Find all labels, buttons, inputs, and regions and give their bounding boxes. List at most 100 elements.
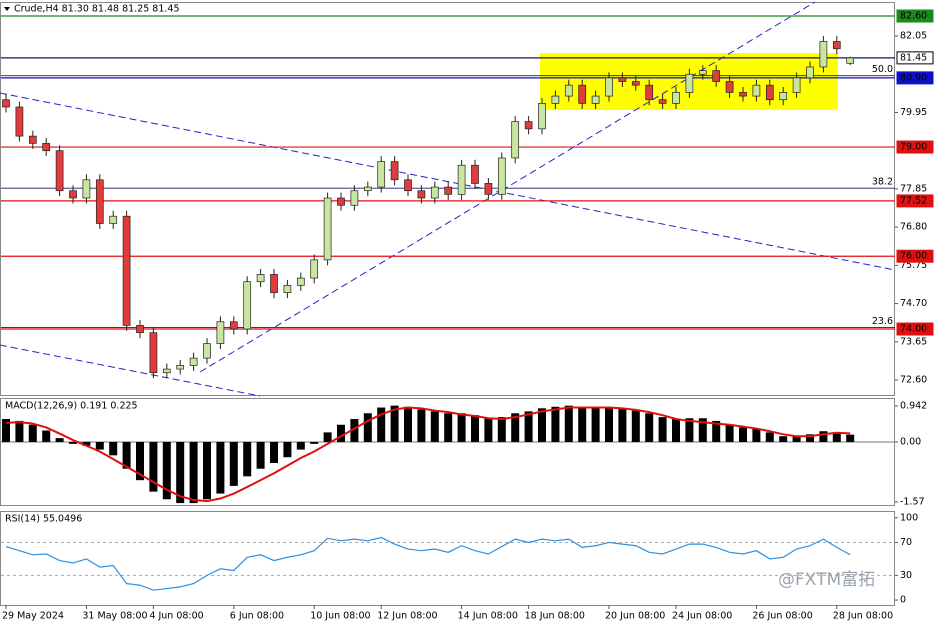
price-tag-label: 77.52 bbox=[900, 195, 927, 206]
candle-body bbox=[618, 77, 627, 82]
candle-body bbox=[672, 92, 680, 104]
candle-body bbox=[256, 274, 265, 283]
macd-bar bbox=[725, 424, 734, 442]
macd-bar bbox=[176, 441, 185, 504]
candle-body bbox=[28, 135, 37, 144]
macd-bar bbox=[645, 413, 654, 442]
candle-body bbox=[203, 343, 211, 359]
candle-body bbox=[685, 73, 694, 93]
rsi-panel bbox=[0, 511, 895, 606]
macd-bar bbox=[605, 407, 613, 442]
price-tag-label: 74.00 bbox=[900, 324, 927, 335]
y-tick-label: 0 bbox=[900, 595, 906, 606]
y-tick-label: 0.942 bbox=[900, 400, 927, 411]
candle-body bbox=[564, 84, 573, 97]
macd-bar bbox=[310, 441, 319, 444]
candle-body bbox=[270, 274, 278, 293]
macd-bar bbox=[229, 441, 238, 486]
macd-bar bbox=[658, 417, 667, 442]
candle-body bbox=[511, 121, 520, 159]
x-tick-label: 14 Jun 08:00 bbox=[458, 611, 518, 622]
candle-body bbox=[417, 190, 426, 199]
macd-bar bbox=[189, 441, 198, 504]
macd-bar bbox=[390, 405, 399, 442]
menu-arrow[interactable] bbox=[4, 7, 10, 11]
macd-bar bbox=[779, 436, 788, 442]
x-tick-label: 29 May 2024 bbox=[2, 611, 64, 622]
y-tick-label: -1.57 bbox=[900, 496, 925, 507]
candle-body bbox=[832, 41, 841, 50]
macd-bar bbox=[28, 424, 37, 442]
price-tag-label: 82.60 bbox=[900, 11, 927, 22]
macd-bar bbox=[832, 432, 841, 442]
candle-body bbox=[283, 285, 292, 293]
candle-body bbox=[15, 106, 24, 137]
macd-bar bbox=[564, 405, 573, 442]
main-panel bbox=[0, 2, 895, 396]
candle-body bbox=[42, 143, 51, 152]
price-tag bbox=[896, 9, 934, 23]
candle-body bbox=[658, 99, 667, 104]
fib-label: 23.6 bbox=[872, 316, 893, 327]
macd-panel bbox=[0, 398, 895, 506]
macd-bar bbox=[712, 420, 721, 442]
x-tick-label: 24 Jun 08:00 bbox=[672, 611, 732, 622]
y-tick-label: 30 bbox=[900, 570, 912, 581]
macd-signal bbox=[5, 406, 851, 503]
candle-body bbox=[846, 57, 855, 64]
candle-body bbox=[162, 368, 171, 374]
macd-bar bbox=[350, 419, 359, 442]
candle-body bbox=[136, 325, 144, 334]
candle-body bbox=[149, 332, 158, 374]
price-tag bbox=[896, 322, 934, 336]
y-tick-label: 0.00 bbox=[900, 436, 921, 447]
price-tag bbox=[896, 51, 934, 65]
candle-body bbox=[2, 99, 10, 108]
macd-bar bbox=[739, 427, 747, 442]
y-tick-label: 75.75 bbox=[900, 260, 927, 271]
macd-bar bbox=[69, 441, 77, 444]
candle-body bbox=[243, 281, 252, 330]
candle-body bbox=[538, 103, 546, 130]
price-tag-label: 79.00 bbox=[900, 142, 927, 153]
candle-body bbox=[605, 77, 613, 97]
x-tick-label: 26 Jun 08:00 bbox=[752, 611, 812, 622]
candle-body bbox=[109, 215, 118, 224]
candle-body bbox=[779, 92, 788, 101]
macd-bar bbox=[685, 418, 694, 442]
macd-bar bbox=[363, 413, 372, 442]
y-tick-label: 70 bbox=[900, 537, 912, 548]
y-tick-label: 82.05 bbox=[900, 31, 927, 42]
trend-line bbox=[0, 92, 896, 271]
macd-bar bbox=[752, 428, 761, 442]
y-tick-label: 77.85 bbox=[900, 183, 927, 194]
x-tick-label: 31 May 08:00 bbox=[82, 611, 147, 622]
price-tag bbox=[896, 249, 934, 263]
candle-body bbox=[377, 161, 386, 188]
macd-bar bbox=[444, 413, 453, 442]
macd-bar bbox=[846, 434, 855, 442]
y-tick-label: 73.65 bbox=[900, 336, 927, 347]
macd-bar bbox=[457, 413, 466, 442]
candle-body bbox=[792, 77, 801, 93]
candle-body bbox=[765, 84, 774, 101]
candle-body bbox=[578, 84, 587, 104]
macd-bar bbox=[524, 411, 533, 442]
candle-body bbox=[310, 259, 319, 279]
x-tick-label: 28 Jun 08:00 bbox=[833, 611, 893, 622]
candle-body bbox=[698, 70, 707, 75]
candle-body bbox=[457, 164, 466, 195]
candle-body bbox=[176, 365, 185, 370]
macd-bar bbox=[591, 408, 600, 442]
macd-bar bbox=[122, 441, 131, 469]
y-tick-label: 79.95 bbox=[900, 107, 927, 118]
candle-body bbox=[350, 190, 359, 206]
candle-body bbox=[551, 95, 560, 104]
y-tick-label: 72.60 bbox=[900, 374, 927, 385]
macd-bar bbox=[792, 436, 801, 442]
chart-header: Crude,H4 81.30 81.48 81.25 81.45 bbox=[14, 4, 180, 15]
macd-bar bbox=[270, 441, 278, 463]
trend-line bbox=[199, 1, 816, 373]
macd-bar bbox=[698, 418, 707, 442]
